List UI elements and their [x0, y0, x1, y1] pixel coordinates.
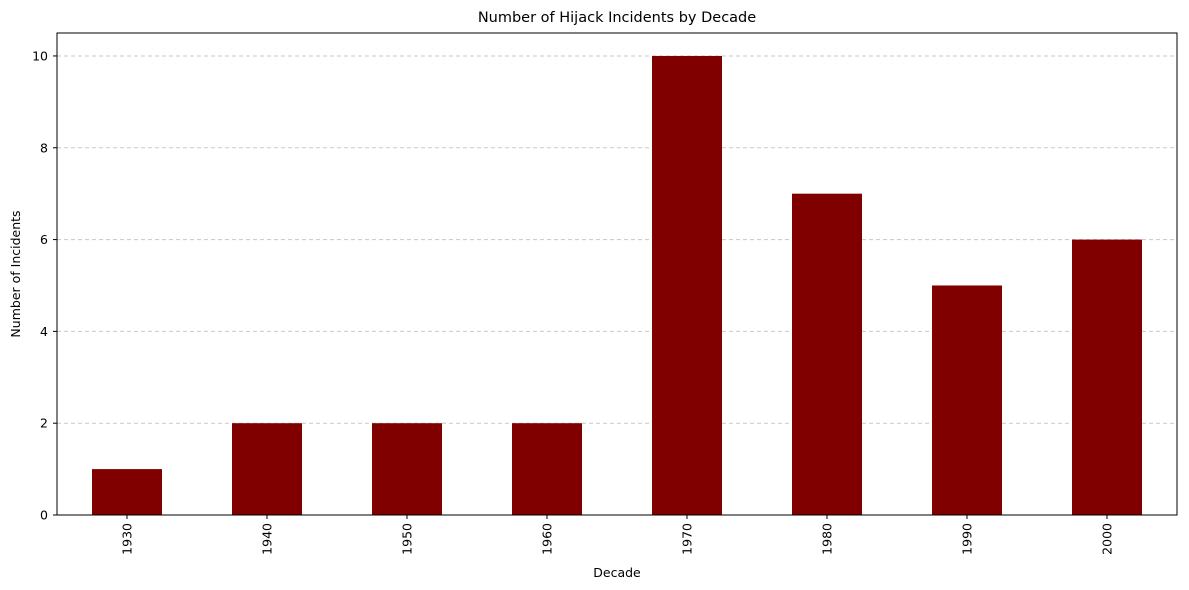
- bar-1930: [92, 469, 162, 515]
- y-tick-label: 6: [40, 232, 48, 247]
- x-tick-label: 1980: [820, 523, 835, 555]
- bar-1940: [232, 423, 302, 515]
- x-tick-label: 1960: [540, 523, 555, 555]
- x-tick-label: 1940: [260, 523, 275, 555]
- bar-2000: [1072, 239, 1142, 516]
- y-tick-label: 8: [40, 140, 48, 155]
- plot-frame: [56, 32, 1178, 516]
- y-axis-ticks: 0 2 4 6 8 10: [32, 48, 57, 523]
- bar-1960: [512, 423, 582, 515]
- x-tick-label: 1930: [120, 523, 135, 555]
- x-tick-label: 2000: [1100, 523, 1115, 555]
- x-axis-label: Decade: [593, 565, 641, 580]
- bar-1970: [652, 55, 722, 515]
- bar-1980: [792, 193, 862, 515]
- x-axis-ticks: 1930 1940 1950 1960 1970 1980 1990 2000: [120, 515, 1115, 555]
- y-tick-label: 4: [40, 324, 48, 339]
- y-tick-label: 2: [40, 416, 48, 431]
- bar-1950: [372, 423, 442, 515]
- y-tick-label: 0: [40, 508, 48, 523]
- x-tick-label: 1970: [680, 523, 695, 555]
- y-axis-label: Number of Incidents: [8, 210, 23, 337]
- x-tick-label: 1950: [400, 523, 415, 555]
- bar-1990: [932, 285, 1002, 515]
- x-tick-label: 1990: [960, 523, 975, 555]
- chart-title: Number of Hijack Incidents by Decade: [478, 10, 756, 26]
- bars: [92, 55, 1142, 516]
- y-tick-label: 10: [32, 48, 48, 63]
